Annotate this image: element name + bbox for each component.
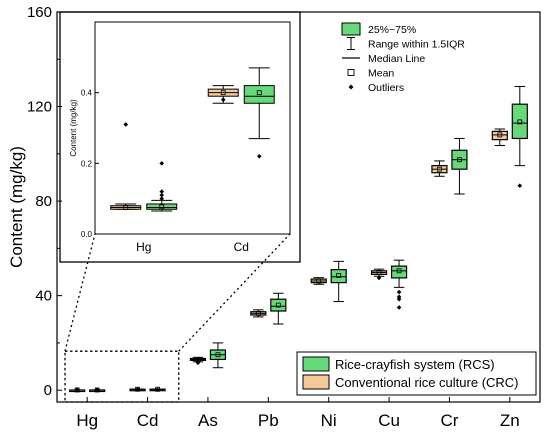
stat-legend-outliers-label: Outliers	[368, 82, 404, 94]
main-plot-area: 0 40 80 120 160 Content (mg/kg) Hg Cd As Pb Ni Cu Cr…	[7, 4, 541, 430]
zoom-connector-right	[178, 233, 291, 352]
x-tick-label-ni: Ni	[321, 411, 337, 430]
rcs-as-mean	[215, 352, 221, 358]
crc-cr-mean	[437, 166, 442, 172]
crc-pb-mean	[255, 310, 261, 316]
stat-legend-outliers-swatch	[348, 84, 354, 90]
inset-rcs-hg-outlier-4	[159, 196, 165, 201]
rcs-hg-outlier-4	[94, 387, 100, 393]
inset-rcs-hg-outlier-3	[159, 192, 165, 198]
x-tick-label-hg: Hg	[76, 411, 98, 430]
statistics-legend: 25%~75% Range within 1.5IQR Median Line Mea…	[341, 22, 465, 94]
inset-x-tick-label-cd: Cd	[234, 240, 249, 254]
crc-as-outlier-1	[195, 360, 201, 366]
stat-legend-range-within-1-5iqr-label: Range within 1.5IQR	[368, 39, 465, 51]
inset-rcs-hg-box	[146, 203, 178, 210]
inset-frame	[94, 21, 291, 235]
inset-x-tick-label-hg: Hg	[136, 240, 151, 254]
inset-y-tick-label-0-2: 0.2	[81, 159, 93, 168]
inset-rcs-hg-outlier-1	[159, 161, 165, 166]
rcs-cd-outlier-1	[155, 387, 160, 392]
x-tick-label-cu: Cu	[378, 411, 400, 430]
inset-rcs-cd-mean	[256, 90, 262, 96]
crc-cu-mean	[376, 270, 382, 275]
crc-zn-mean	[497, 132, 503, 138]
stat-legend-median-line-label: Median Line	[368, 53, 425, 65]
rcs-cu-outlier-2	[396, 294, 402, 300]
series-legend-rcs-label: Rice-crayfish system (RCS)	[335, 357, 495, 372]
inset-crc-cd-mean	[220, 90, 226, 96]
inset-y-tick-label-0-0: 0.0	[81, 230, 93, 239]
series-legend-crc-label: Conventional rice culture (CRC)	[335, 375, 519, 390]
x-tick-label-zn: Zn	[500, 411, 520, 430]
inset-rcs-hg-outlier-2	[159, 189, 165, 194]
y-tick-label-40: 40	[35, 288, 52, 305]
inset-rcs-hg-mean	[159, 204, 165, 210]
crc-cd-outlier-1	[135, 386, 140, 392]
rcs-cu-outlier-1	[396, 289, 402, 295]
series-legend-frame	[296, 351, 537, 396]
x-tick-label-cr: Cr	[440, 411, 458, 430]
y-axis-label: Content (mg/kg)	[7, 146, 26, 268]
zoom-connector-left	[64, 233, 96, 352]
x-tick-label-cd: Cd	[137, 411, 159, 430]
crc-cu-outlier-1	[376, 275, 382, 281]
inset-crc-cd-outlier-1	[220, 97, 226, 103]
stat-legend-mean-label: Mean	[368, 68, 394, 80]
rcs-pb-box	[270, 298, 287, 312]
x-tick-label-as: As	[198, 411, 218, 430]
inset-crc-hg-outlier-1	[123, 122, 129, 127]
inset-border	[59, 11, 301, 263]
rcs-cr-mean	[457, 157, 462, 163]
rcs-zn-outlier-1	[517, 183, 523, 189]
inset-y-axis-label: Content (mg/kg)	[69, 99, 78, 157]
inset-crc-hg-mean	[123, 205, 129, 210]
crc-zn-box	[491, 130, 508, 141]
zoom-region	[64, 350, 180, 403]
rcs-zn-box	[511, 103, 528, 140]
rcs-cu-outlier-4	[396, 305, 402, 310]
rcs-ni-box	[330, 269, 347, 284]
y-tick-label-120: 120	[27, 99, 52, 116]
x-tick-label-pb: Pb	[258, 411, 279, 430]
rcs-zn-mean	[517, 119, 523, 125]
y-tick-label-0: 0	[44, 382, 52, 399]
rcs-pb-mean	[275, 302, 281, 308]
crc-hg-outlier-1	[74, 387, 80, 392]
stat-legend-mean-swatch	[347, 69, 355, 76]
rcs-cu-mean	[396, 268, 402, 274]
rcs-cu-outlier-3	[396, 296, 402, 302]
stat-legend-25-75-label: 25%~75%	[368, 24, 416, 36]
y-tick-label-80: 80	[35, 193, 52, 210]
rcs-ni-mean	[336, 273, 342, 278]
crc-ni-mean	[316, 278, 322, 284]
series-legend-rcs-swatch	[302, 356, 330, 372]
series-legend-crc-swatch	[302, 374, 330, 390]
y-tick-label-160: 160	[27, 4, 52, 21]
series-legend: Rice-crayfish system (RCS) Conventional r…	[296, 351, 537, 396]
inset-y-tick-label-0-4: 0.4	[81, 89, 93, 98]
rcs-cu-box	[390, 265, 408, 279]
inset-rcs-cd-outlier-1	[256, 153, 262, 159]
stat-legend-25-75-swatch	[341, 22, 361, 36]
